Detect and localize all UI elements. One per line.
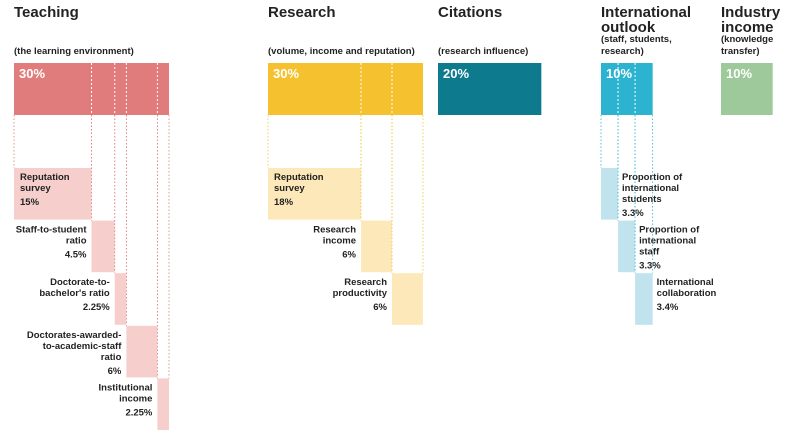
component-label: students [622,194,662,205]
component-bar [635,273,653,325]
component-weight: 3.3% [639,261,661,272]
component-weight: 6% [373,302,387,313]
pillar-bar [438,63,542,115]
component-label: Proportion of [622,172,683,183]
component-label: Research [313,225,356,236]
pillar-subtitle: (knowledge [721,34,773,45]
component-weight: 3.4% [657,302,679,313]
component-label: staff [639,247,660,258]
component-weight: 3.3% [622,208,644,219]
component-weight: 6% [342,250,356,261]
pillar-bar [721,63,773,115]
pillar-weight: 10% [606,66,632,81]
component-label: productivity [333,288,388,299]
component-weight: 4.5% [65,250,87,261]
component-weight: 2.25% [125,407,152,418]
component-bar [618,220,636,273]
pillar-bar [268,63,423,115]
component-bar [601,168,619,220]
component-label: Staff-to-student [16,225,88,236]
component-label: Reputation [20,172,70,183]
component-label: ratio [66,236,87,247]
pillar-subtitle: (the learning environment) [14,46,134,57]
component-label: to-academic-staff [43,341,122,352]
component-label: Doctorate-to- [50,277,110,288]
component-label: collaboration [657,288,717,299]
component-label: ratio [101,352,122,363]
pillar-title: International [601,4,691,21]
pillar-title: outlook [601,19,656,36]
component-bar [14,168,92,220]
component-bar [268,168,361,220]
pillar-title: Research [268,4,336,21]
pillar-subtitle: transfer) [721,46,760,57]
pillar-subtitle: (research influence) [438,46,528,57]
component-bar [392,273,423,325]
component-bar [114,273,127,325]
component-bar [361,220,392,273]
pillar-subtitle: (volume, income and reputation) [268,46,415,57]
component-label: survey [20,183,51,194]
component-label: Institutional [99,382,153,393]
component-label: Doctorates-awarded- [27,330,122,341]
component-weight: 18% [274,197,294,208]
component-bar [126,325,158,378]
component-label: Reputation [274,172,324,183]
component-label: international [639,236,696,247]
pillar-weight: 10% [726,66,752,81]
pillar-title: Teaching [14,4,79,21]
component-label: Research [344,277,387,288]
pillar-weight: 30% [19,66,45,81]
component-bar [91,220,115,273]
pillar-weight: 20% [443,66,469,81]
component-label: survey [274,183,305,194]
component-label: international [622,183,679,194]
component-label: bachelor's ratio [39,288,110,299]
pillar-weight: 30% [273,66,299,81]
pillar-subtitle: research) [601,46,644,57]
component-weight: 2.25% [83,302,110,313]
pillar-title: Industry [721,4,781,21]
pillar-bar [601,63,653,115]
component-label: International [657,277,714,288]
component-label: Proportion of [639,225,700,236]
pillar-subtitle: (staff, students, [601,34,672,45]
component-bar [157,378,169,430]
component-label: income [119,393,152,404]
pillar-title: income [721,19,774,36]
component-label: income [323,236,356,247]
component-weight: 15% [20,197,40,208]
component-weight: 6% [108,366,122,377]
pillar-title: Citations [438,4,502,21]
